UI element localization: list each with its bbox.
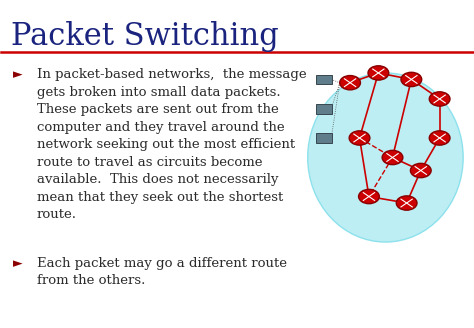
Text: In packet-based networks,  the message
gets broken into small data packets.
Thes: In packet-based networks, the message ge… [36,68,306,221]
Text: Packet Switching: Packet Switching [11,21,279,52]
FancyBboxPatch shape [316,133,332,143]
Circle shape [401,72,422,87]
Circle shape [382,150,403,165]
Circle shape [340,75,360,90]
Circle shape [429,92,450,106]
Circle shape [358,189,379,204]
Circle shape [429,131,450,145]
Text: ►: ► [13,68,23,81]
Circle shape [410,163,431,178]
Text: Each packet may go a different route
from the others.: Each packet may go a different route fro… [36,257,287,287]
FancyBboxPatch shape [316,74,332,84]
Circle shape [349,131,370,145]
Ellipse shape [308,73,463,242]
FancyBboxPatch shape [316,104,332,113]
Circle shape [368,66,389,80]
Text: ►: ► [13,257,23,270]
Circle shape [396,196,417,210]
